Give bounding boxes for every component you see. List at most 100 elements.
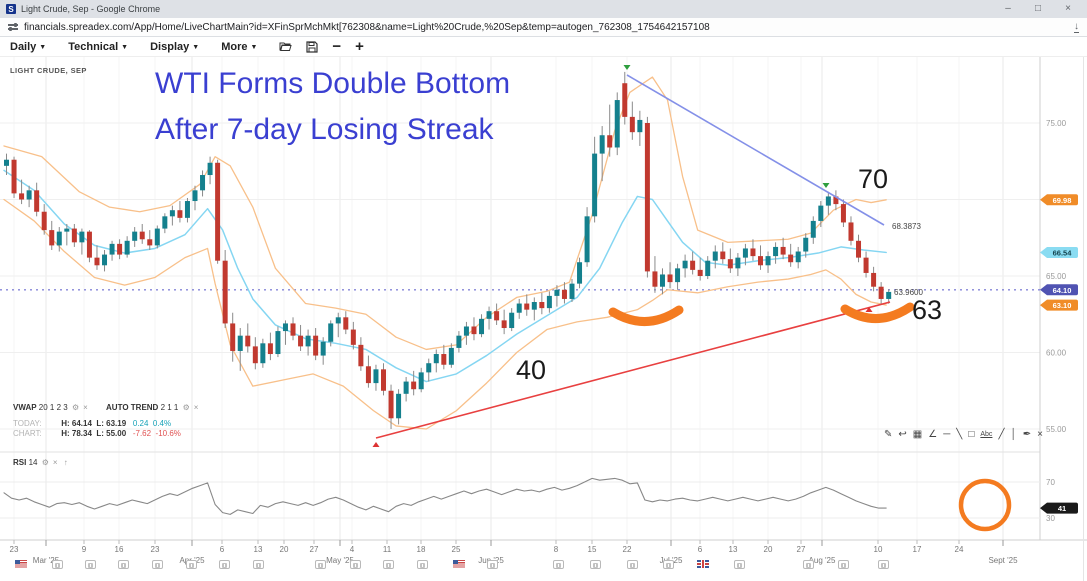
chevron-down-icon: ▼ (39, 43, 47, 51)
calendar-icon[interactable] (253, 560, 264, 569)
menu-daily[interactable]: Daily ▼ (10, 40, 47, 53)
chart-high: H: 78.34 (61, 429, 92, 438)
open-chart-icon[interactable] (279, 41, 293, 52)
calendar-icon[interactable] (838, 560, 849, 569)
rsi-remove-icon[interactable]: × (52, 458, 58, 467)
calendar-icon[interactable] (803, 560, 814, 569)
url-bar[interactable]: financials.spreadex.com/App/Home/LiveCha… (0, 18, 1087, 37)
month-tick-label: Aug '25 (809, 556, 836, 565)
calendar-icon[interactable] (350, 560, 361, 569)
menu-display[interactable]: Display ▼ (150, 40, 200, 53)
x-tick-label: 6 (220, 545, 225, 554)
triangle-up-marker (372, 442, 380, 447)
ray-tool-icon[interactable]: ╱ (998, 429, 1005, 440)
calendar-icon[interactable] (734, 560, 745, 569)
url-text[interactable]: financials.spreadex.com/App/Home/LiveCha… (24, 21, 710, 33)
calendar-icon[interactable] (627, 560, 638, 569)
window-title: Light Crude, Sep - Google Chrome (21, 4, 161, 14)
chevron-down-icon: ▼ (121, 43, 129, 51)
calendar-icon[interactable] (663, 560, 674, 569)
calendar-icon[interactable] (118, 560, 129, 569)
x-tick-label: 27 (797, 545, 806, 554)
x-tick-label: 27 (310, 545, 319, 554)
close-button[interactable]: × (1065, 3, 1071, 14)
price-level-annotation: 63 (912, 295, 942, 325)
today-change-pct: 0.4% (152, 419, 172, 428)
text-tool-icon[interactable]: Abc (980, 431, 993, 438)
today-high: H: 64.14 (61, 419, 92, 428)
vwap-params: 20 1 2 3 (38, 403, 68, 412)
x-tick-label: 13 (729, 545, 738, 554)
price-axis-label: 75.00 (1046, 119, 1067, 128)
calendar-icon[interactable] (52, 560, 63, 569)
triangle-down-marker (822, 183, 830, 188)
rsi-settings-gear-icon[interactable]: ⚙ (41, 458, 49, 467)
x-tick-label: 15 (588, 545, 597, 554)
chevron-down-icon: ▼ (250, 43, 258, 51)
maximize-button[interactable]: □ (1034, 3, 1042, 14)
calendar-icon[interactable] (315, 560, 326, 569)
minimize-button[interactable]: – (1005, 3, 1011, 14)
price-axis-label: 55.00 (1046, 425, 1067, 434)
calendar-icon[interactable] (219, 560, 230, 569)
menu-more[interactable]: More ▼ (221, 40, 258, 53)
zoom-in-icon[interactable]: + (355, 37, 364, 55)
calendar-icon[interactable] (417, 560, 428, 569)
rectangle-tool-icon[interactable]: □ (968, 429, 975, 440)
trend-segment-tool-icon[interactable]: ╲ (956, 429, 963, 440)
calendar-icon[interactable] (383, 560, 394, 569)
price-axis-label: 65.00 (1046, 272, 1067, 281)
calendar-icon[interactable] (152, 560, 163, 569)
angle-trend-tool-icon[interactable]: ∠ (928, 429, 938, 440)
chart-label: CHART: (13, 429, 42, 438)
us-flag-icon[interactable] (15, 560, 27, 568)
save-chart-icon[interactable] (306, 40, 319, 53)
site-settings-icon[interactable] (8, 23, 18, 31)
zoom-out-icon[interactable]: − (332, 37, 342, 55)
download-icon[interactable]: ↓ (1074, 20, 1079, 33)
calendar-icon[interactable] (590, 560, 601, 569)
vwap-settings-gear-icon[interactable]: ⚙ (71, 403, 80, 412)
rsi-axis-label: 70 (1046, 478, 1055, 487)
today-change: 0.24 (132, 419, 149, 428)
price-level-annotation: 70 (858, 164, 888, 194)
chart-area[interactable]: 70 63 40 68.3873 63.9600 75.00 65.00 60.00 55.00… (0, 57, 1087, 581)
x-tick-label: 6 (698, 545, 703, 554)
bollinger-lower-line (3, 198, 887, 430)
x-tick-label: 23 (151, 545, 160, 554)
rsi-move-up-icon[interactable]: ↑ (63, 458, 68, 467)
swoosh-annotation (608, 305, 684, 326)
marker-pen-tool-icon[interactable]: ✒ (1022, 429, 1032, 440)
calendar-icon[interactable] (878, 560, 889, 569)
arc-tool-icon[interactable]: ↩ (898, 429, 907, 440)
horizontal-line-tool-icon[interactable]: ─ (943, 429, 951, 440)
autotrend-settings-gear-icon[interactable]: ⚙ (182, 403, 190, 412)
month-tick-label: Mar '25 (33, 556, 60, 565)
swoosh-annotation (840, 302, 915, 323)
chevron-down-icon: ▼ (192, 43, 200, 51)
close-tool-icon[interactable]: × (1037, 429, 1043, 440)
uk-flag-icon[interactable] (697, 560, 709, 568)
chart-change-pct: -10.6% (155, 429, 181, 438)
today-stats-row: TODAY: H: 64.14 L: 63.19 0.24 0.4% (13, 419, 171, 428)
autotrend-label: AUTO TREND (106, 403, 159, 412)
window-edge-divider (1083, 57, 1084, 581)
menu-technical[interactable]: Technical ▼ (68, 40, 129, 53)
calendar-icon[interactable] (553, 560, 564, 569)
vwap-remove-icon[interactable]: × (83, 403, 88, 412)
calendar-icon[interactable] (186, 560, 197, 569)
triangle-up-marker (865, 307, 873, 312)
us-flag-icon[interactable] (453, 560, 465, 568)
candlestick-series (4, 71, 892, 429)
calendar-icon[interactable] (85, 560, 96, 569)
calendar-icon[interactable] (487, 560, 498, 569)
autotrend-remove-icon[interactable]: × (193, 403, 199, 412)
grid-tool-icon[interactable]: ▦ (912, 429, 923, 440)
pencil-tool-icon[interactable]: ✎ (884, 429, 893, 440)
spreadex-favicon: S (6, 4, 16, 14)
price-tag (1040, 299, 1078, 311)
price-tag (1040, 194, 1078, 206)
x-tick-label: 16 (115, 545, 124, 554)
price-chart-canvas[interactable]: 70 63 40 68.3873 63.9600 75.00 65.00 60.00 55.00… (0, 57, 1087, 581)
x-tick-label: 9 (82, 545, 87, 554)
